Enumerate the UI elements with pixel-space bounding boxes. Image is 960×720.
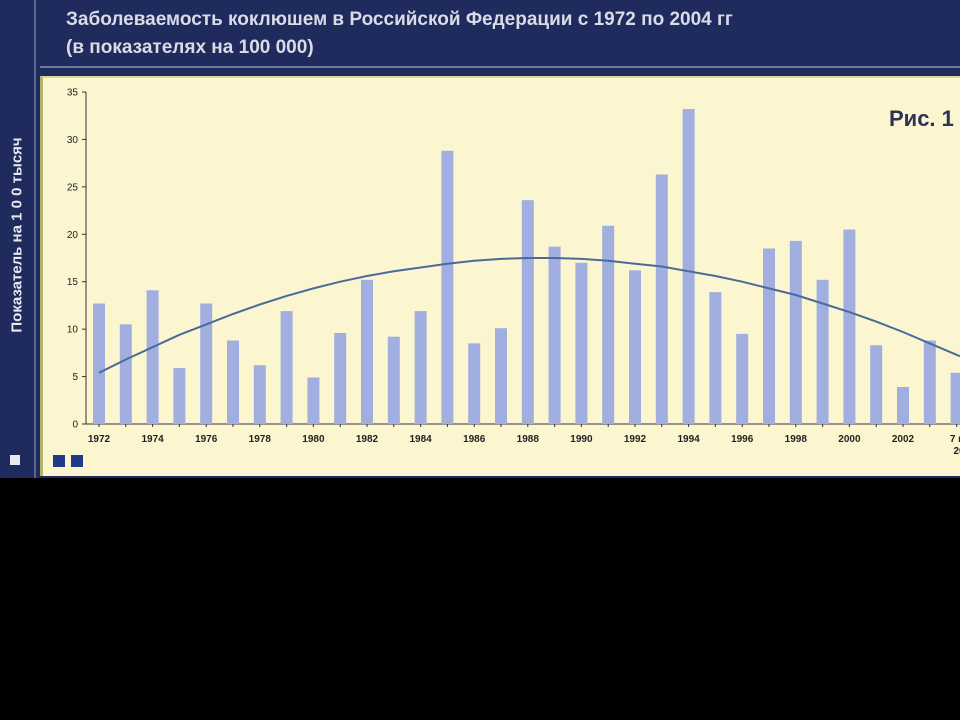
- bar: [843, 229, 856, 424]
- bar: [602, 225, 615, 424]
- bar: [414, 311, 427, 424]
- header: [40, 0, 960, 68]
- x-tick-label: 1974: [141, 434, 164, 445]
- x-tick-label: 7 мес.2004: [950, 434, 960, 457]
- figure-label: Рис. 1: [889, 106, 954, 131]
- bar: [307, 377, 320, 424]
- x-tick-label: 1988: [517, 434, 540, 445]
- bar: [441, 150, 454, 424]
- bar: [789, 240, 802, 424]
- bar: [200, 303, 213, 424]
- bar: [280, 311, 293, 424]
- x-tick-label: 1972: [88, 434, 111, 445]
- x-tick-label: 2002: [892, 434, 915, 445]
- x-tick-label: 1996: [731, 434, 754, 445]
- bar: [548, 246, 561, 424]
- sidebar-square-icon: [10, 455, 20, 465]
- x-tick-label: 1994: [677, 434, 700, 445]
- bar: [119, 324, 132, 424]
- bar: [334, 332, 347, 424]
- bar: [736, 333, 749, 424]
- y-tick-label: 20: [67, 230, 79, 241]
- left-sidebar: Показатель на 1 0 0 тысяч: [0, 0, 34, 478]
- bar: [763, 248, 775, 424]
- trend-line: [98, 257, 960, 374]
- bar: [575, 262, 588, 424]
- x-tick-label: 1990: [570, 434, 593, 445]
- y-tick-label: 5: [72, 372, 78, 383]
- y-tick-label: 10: [67, 325, 79, 336]
- title-line-2: (в показателях на 100 000): [66, 37, 314, 58]
- bar: [950, 372, 960, 424]
- bar: [923, 340, 936, 424]
- nav-square-icon: [53, 455, 65, 467]
- bar: [682, 109, 695, 425]
- sidebar-divider: [34, 0, 36, 478]
- bar: [521, 200, 534, 424]
- bar: [870, 345, 883, 424]
- bar: [253, 365, 266, 424]
- bar: [816, 279, 829, 424]
- nav-square-icon: [71, 455, 83, 467]
- bar: [227, 340, 239, 424]
- bar: [495, 328, 507, 424]
- y-tick-label: 15: [67, 277, 79, 288]
- bar: [709, 292, 722, 424]
- title-line-1: Заболеваемость коклюшем в Российской Фед…: [66, 9, 733, 30]
- y-tick-label: 0: [72, 420, 78, 431]
- bar: [146, 290, 159, 424]
- bar: [387, 336, 400, 424]
- bar: [361, 279, 373, 424]
- bar: [468, 343, 481, 424]
- chart: 0 5 10 15 20 25 30 35 1972 1974 1976 1978 1980 1982 19…: [67, 88, 960, 457]
- x-tick-label: 1982: [356, 434, 379, 445]
- x-tick-label: 1992: [624, 434, 647, 445]
- x-tick-label: 1976: [195, 434, 218, 445]
- y-tick-label: 25: [67, 182, 79, 193]
- page-title: Заболеваемость коклюшем в Российской Фед…: [66, 6, 946, 62]
- bar: [93, 303, 105, 424]
- y-tick-label: 30: [67, 135, 79, 146]
- y-tick-label: 35: [67, 88, 79, 99]
- x-tick-label: 1980: [302, 434, 325, 445]
- x-tick-label: 1984: [409, 434, 432, 445]
- x-tick-label: 1978: [249, 434, 272, 445]
- x-tick-label: 1998: [785, 434, 808, 445]
- bar: [655, 174, 668, 424]
- bar: [897, 387, 909, 424]
- x-tick-label: 1986: [463, 434, 486, 445]
- x-tick-label: 2000: [838, 434, 861, 445]
- bar: [629, 270, 641, 424]
- bar: [173, 368, 186, 424]
